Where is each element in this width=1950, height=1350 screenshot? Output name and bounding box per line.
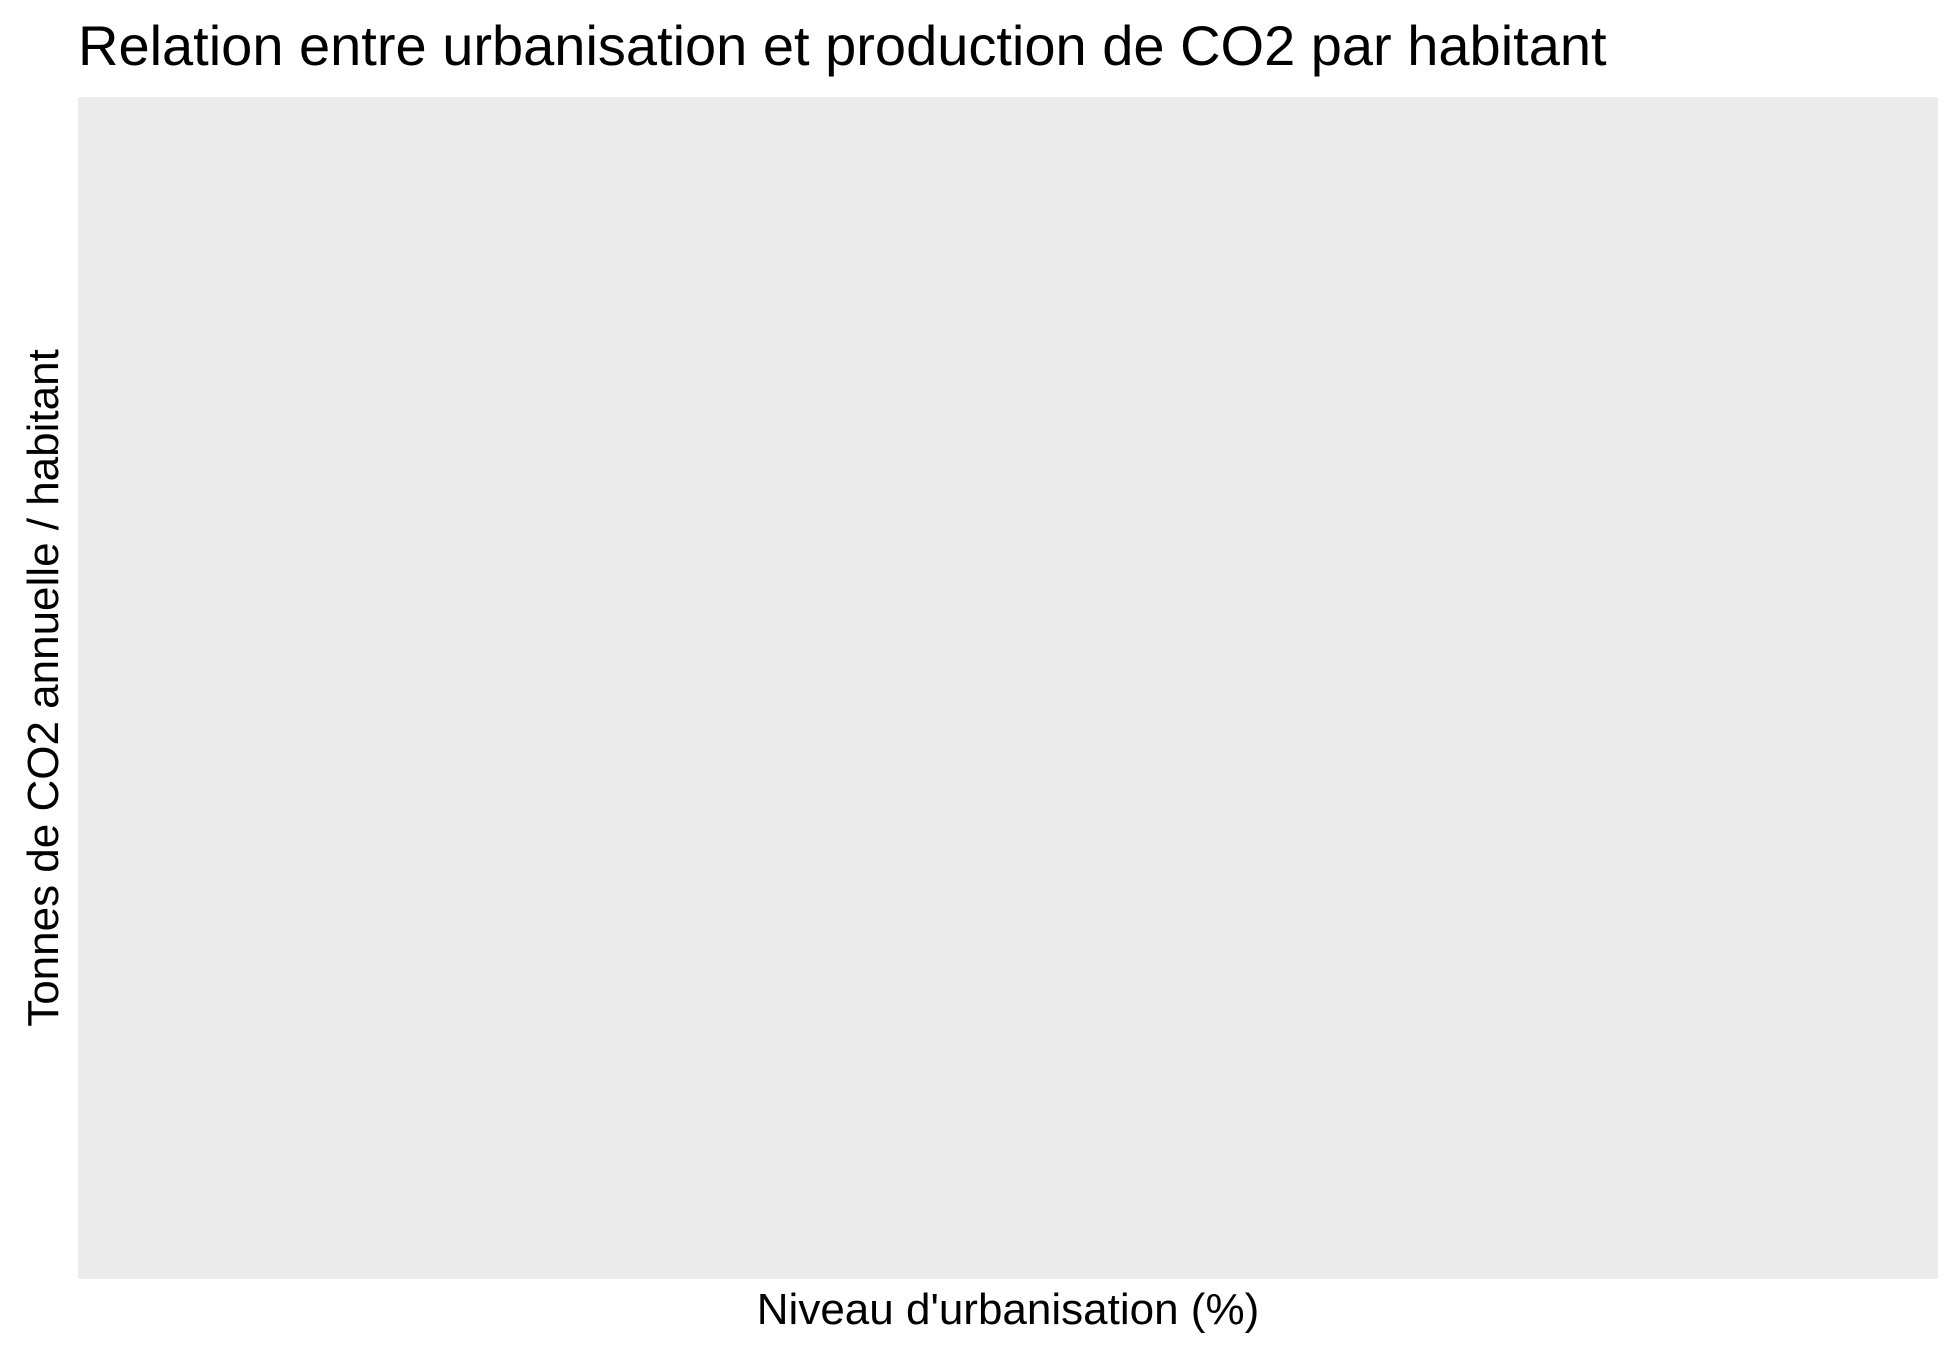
x-axis-label: Niveau d'urbanisation (%) bbox=[756, 1285, 1260, 1334]
plot-panel bbox=[78, 97, 1938, 1279]
chart-title: Relation entre urbanisation et productio… bbox=[78, 14, 1607, 77]
y-axis-label: Tonnes de CO2 annuelle / habitant bbox=[19, 349, 68, 1027]
y-axis-label-container: Tonnes de CO2 annuelle / habitant bbox=[16, 97, 72, 1279]
